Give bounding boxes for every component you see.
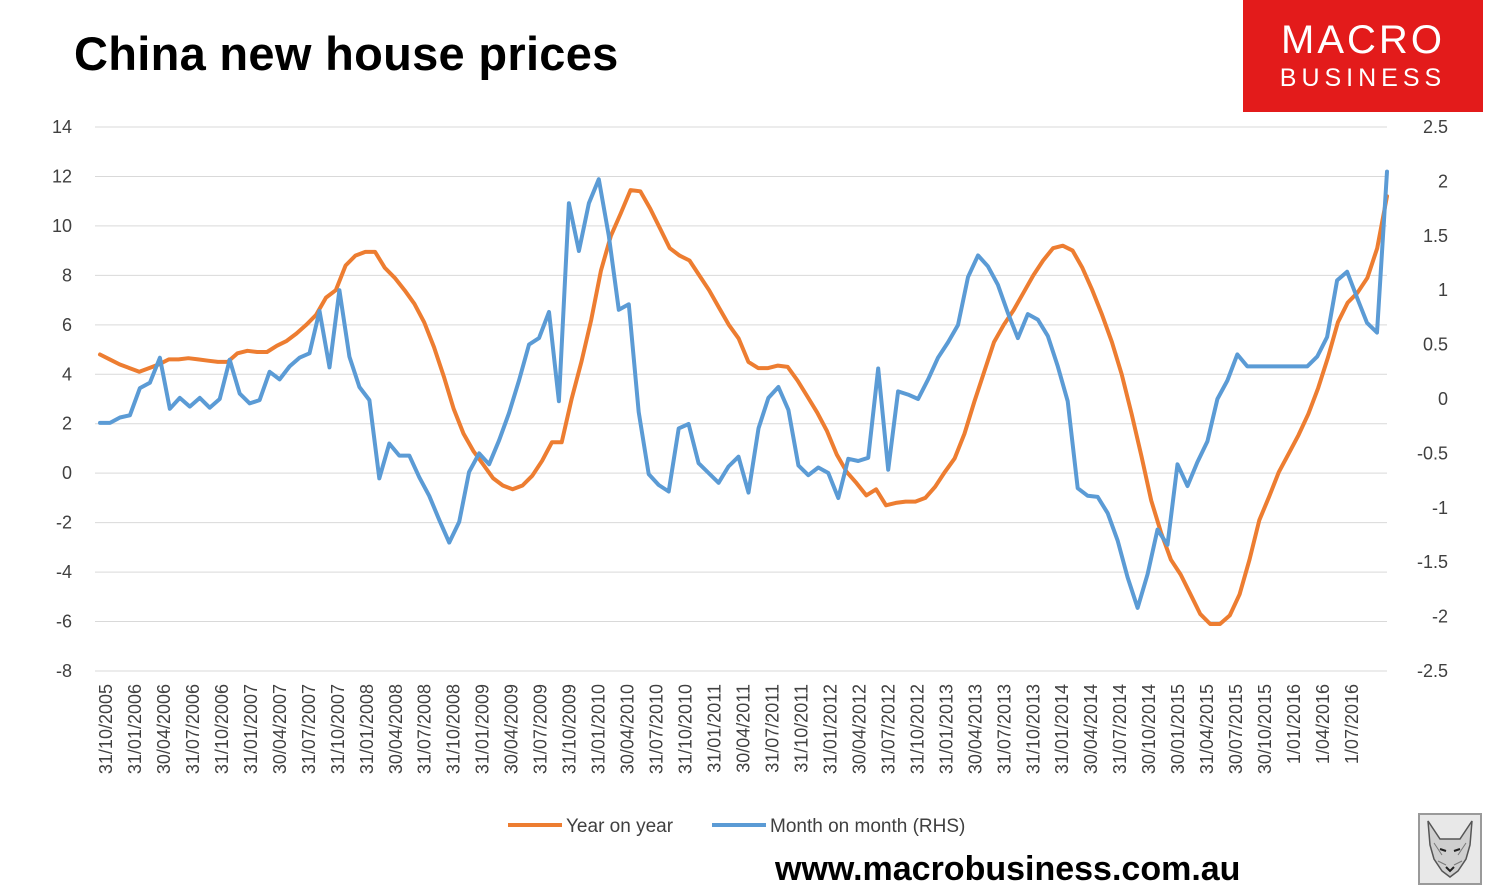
x-tick-label: 31/01/2013 — [936, 684, 956, 774]
x-tick-label: 31/07/2008 — [415, 684, 435, 774]
left-tick-label: 4 — [62, 364, 72, 384]
x-tick-label: 31/04/2015 — [1197, 684, 1217, 774]
x-tick-label: 31/07/2010 — [647, 684, 667, 774]
x-tick-label: 31/10/2010 — [676, 684, 696, 774]
left-tick-label: 12 — [52, 166, 72, 186]
right-tick-label: 1.5 — [1423, 226, 1448, 246]
right-tick-label: 2.5 — [1423, 117, 1448, 137]
left-tick-label: -4 — [56, 562, 72, 582]
left-tick-label: 14 — [52, 117, 72, 137]
x-tick-label: 31/01/2014 — [1052, 684, 1072, 774]
chart-title: China new house prices — [74, 27, 619, 80]
logo-line-1: MACRO — [1281, 18, 1445, 62]
x-tick-label: 30/10/2015 — [1255, 684, 1275, 774]
right-tick-label: -2.5 — [1417, 661, 1448, 681]
x-tick-label: 31/01/2008 — [357, 684, 377, 774]
x-tick-label: 31/01/2007 — [241, 684, 261, 774]
x-tick-label: 30/07/2015 — [1226, 684, 1246, 774]
gridlines — [95, 126, 1387, 672]
site-url: www.macrobusiness.com.au — [775, 850, 1241, 888]
right-tick-label: -0.5 — [1417, 443, 1448, 463]
x-tick-label: 1/01/2016 — [1284, 684, 1304, 764]
left-tick-label: 6 — [62, 315, 72, 335]
x-tick-label: 31/07/2014 — [1110, 684, 1130, 774]
x-tick-label: 30/01/2015 — [1168, 684, 1188, 774]
x-tick-label: 31/10/2009 — [560, 684, 580, 774]
right-tick-label: 1 — [1438, 280, 1448, 300]
x-tick-label: 31/01/2010 — [589, 684, 609, 774]
x-tick-label: 31/07/2006 — [183, 684, 203, 774]
left-tick-label: 0 — [62, 463, 72, 483]
x-tick-label: 30/04/2010 — [618, 684, 638, 774]
x-tick-label: 31/10/2005 — [96, 684, 116, 774]
right-axis-ticks: 2.5 2 1.5 1 0.5 0 -0.5 -1 -1.5 -2 -2.5 — [1417, 117, 1448, 681]
legend-label: Month on month (RHS) — [770, 816, 965, 837]
right-tick-label: 2 — [1438, 171, 1448, 191]
series-lines — [98, 169, 1389, 626]
x-tick-label: 31/01/2012 — [820, 684, 840, 774]
left-axis-ticks: 14 12 10 8 6 4 2 0 -2 -4 -6 -8 — [52, 117, 72, 681]
x-tick-label: 30/04/2009 — [502, 684, 522, 774]
x-tick-label: 31/07/2013 — [994, 684, 1014, 774]
x-tick-label: 30/04/2007 — [270, 684, 290, 774]
x-tick-label: 31/10/2011 — [791, 684, 811, 773]
right-tick-label: -1 — [1432, 498, 1448, 518]
logo-line-2: BUSINESS — [1279, 64, 1447, 92]
x-tick-label: 30/04/2013 — [965, 684, 985, 774]
x-tick-label: 30/04/2006 — [154, 684, 174, 774]
x-tick-label: 1/07/2016 — [1342, 684, 1362, 764]
right-tick-label: -1.5 — [1417, 552, 1448, 572]
left-tick-label: -2 — [56, 513, 72, 533]
right-tick-label: -2 — [1432, 607, 1448, 627]
x-tick-label: 31/07/2007 — [299, 684, 319, 774]
x-tick-label: 30/04/2011 — [733, 684, 753, 773]
right-tick-label: 0.5 — [1423, 335, 1448, 355]
x-tick-label: 31/10/2006 — [212, 684, 232, 774]
fox-logo-icon — [1418, 813, 1482, 885]
x-tick-label: 1/04/2016 — [1313, 684, 1333, 764]
macrobusiness-logo: MACRO BUSINESS — [1243, 0, 1483, 112]
x-tick-label: 31/07/2012 — [878, 684, 898, 774]
x-tick-label: 30/04/2008 — [386, 684, 406, 774]
x-axis-ticks: 31/10/2005 31/01/2006 30/04/2006 31/07/2006… — [96, 684, 1362, 774]
legend: Year on year Month on month (RHS) — [508, 816, 965, 837]
left-tick-label: -8 — [56, 661, 72, 681]
left-tick-label: 2 — [62, 414, 72, 434]
x-tick-label: 31/01/2011 — [705, 684, 725, 773]
x-tick-label: 31/10/2008 — [444, 684, 464, 774]
x-tick-label: 30/04/2012 — [849, 684, 869, 774]
x-tick-label: 31/01/2006 — [125, 684, 145, 774]
x-tick-label: 31/01/2009 — [473, 684, 493, 774]
x-tick-label: 30/10/2014 — [1139, 684, 1159, 774]
x-tick-label: 31/10/2007 — [328, 684, 348, 774]
x-tick-label: 31/10/2013 — [1023, 684, 1043, 774]
x-tick-label: 31/07/2011 — [762, 684, 782, 773]
legend-label: Year on year — [566, 816, 674, 837]
series-line-1 — [98, 169, 1389, 610]
left-tick-label: 10 — [52, 216, 72, 236]
x-tick-label: 31/10/2012 — [907, 684, 927, 774]
left-tick-label: -6 — [56, 612, 72, 632]
right-tick-label: 0 — [1438, 389, 1448, 409]
left-tick-label: 8 — [62, 265, 72, 285]
x-tick-label: 30/04/2014 — [1081, 684, 1101, 774]
series-line-0 — [98, 188, 1389, 626]
x-tick-label: 31/07/2009 — [531, 684, 551, 774]
